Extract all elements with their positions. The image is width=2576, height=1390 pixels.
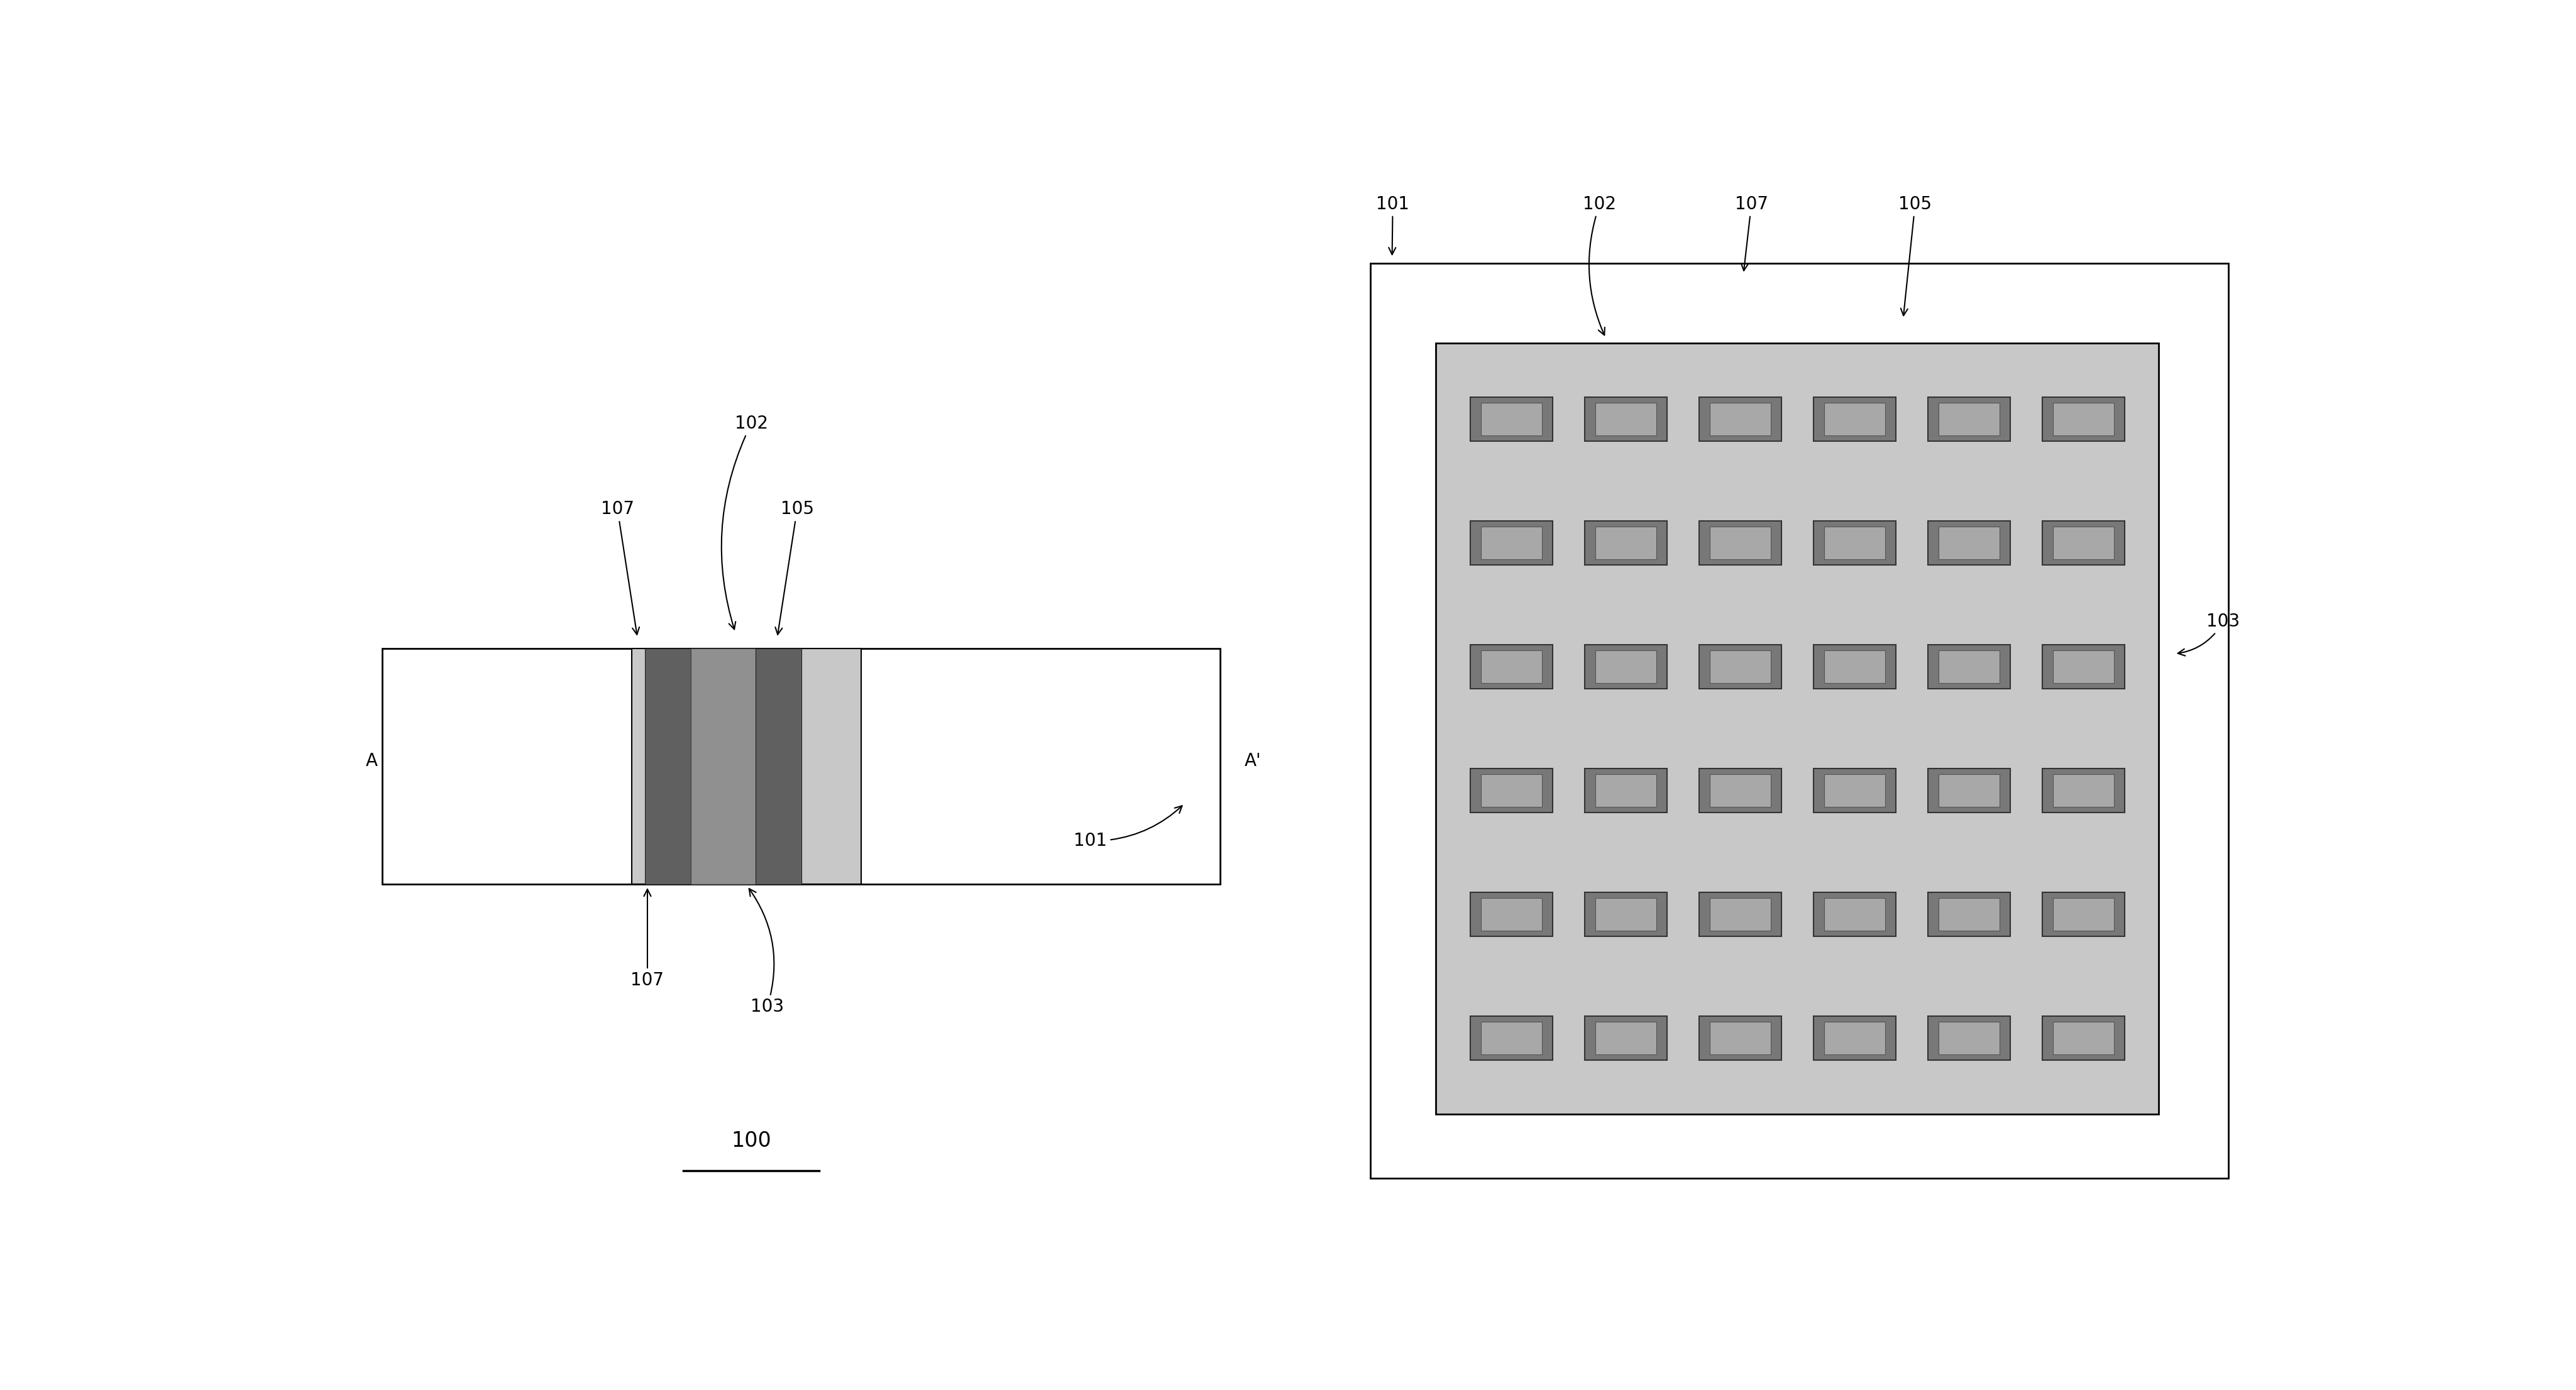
Bar [2053, 403, 2115, 435]
Bar [1814, 645, 1896, 689]
Text: 101: 101 [1376, 196, 1409, 254]
Bar [1927, 1016, 2009, 1061]
Bar [1481, 651, 1543, 682]
Bar [1824, 651, 1886, 682]
Bar [1584, 892, 1667, 937]
Bar [1700, 521, 1783, 566]
Bar [1481, 774, 1543, 808]
Bar [1824, 898, 1886, 931]
Text: 107: 107 [600, 500, 639, 635]
Bar [1710, 527, 1770, 559]
Text: 107: 107 [1734, 196, 1767, 271]
Bar [1700, 769, 1783, 813]
Bar [1700, 398, 1783, 441]
Text: A': A' [1244, 752, 1262, 770]
Text: 103: 103 [750, 888, 783, 1016]
Bar [1824, 403, 1886, 435]
Bar [1814, 892, 1896, 937]
Bar [1481, 898, 1543, 931]
Bar [1824, 1022, 1886, 1055]
Bar [1595, 774, 1656, 808]
Bar [1940, 527, 1999, 559]
Bar [2043, 1016, 2125, 1061]
Bar [1471, 398, 1553, 441]
Text: 100: 100 [732, 1130, 770, 1151]
Bar [1481, 403, 1543, 435]
Bar [1814, 769, 1896, 813]
Bar [1824, 527, 1886, 559]
Text: 107: 107 [631, 890, 665, 990]
Bar [2043, 769, 2125, 813]
Bar [1927, 398, 2009, 441]
Bar [2053, 651, 2115, 682]
Bar [2053, 1022, 2115, 1055]
Bar [644, 648, 690, 884]
Bar [1370, 263, 2228, 1179]
Bar [1595, 1022, 1656, 1055]
Bar [381, 648, 1221, 884]
Bar [1700, 1016, 1783, 1061]
Text: 105: 105 [775, 500, 814, 635]
Bar [1584, 1016, 1667, 1061]
Bar [1940, 403, 1999, 435]
Bar [1435, 343, 2159, 1113]
Bar [2053, 527, 2115, 559]
Bar [1700, 892, 1783, 937]
Text: 103: 103 [2177, 613, 2241, 656]
Bar [2043, 645, 2125, 689]
Bar [1595, 898, 1656, 931]
Bar [1710, 651, 1770, 682]
Bar [1700, 645, 1783, 689]
Bar [1927, 892, 2009, 937]
Bar [1814, 1016, 1896, 1061]
Bar [1940, 651, 1999, 682]
Bar [631, 648, 860, 884]
Bar [1584, 769, 1667, 813]
Bar [2043, 398, 2125, 441]
Bar [1710, 403, 1770, 435]
Bar [1595, 651, 1656, 682]
Bar [1940, 898, 1999, 931]
Bar [1584, 645, 1667, 689]
Bar [1710, 774, 1770, 808]
Bar [1927, 769, 2009, 813]
Bar [1824, 774, 1886, 808]
Bar [1471, 645, 1553, 689]
Bar [1471, 521, 1553, 566]
Bar [1481, 527, 1543, 559]
Bar [2043, 521, 2125, 566]
Bar [1481, 1022, 1543, 1055]
Bar [1471, 892, 1553, 937]
Bar [1940, 774, 1999, 808]
Bar [1927, 645, 2009, 689]
Text: A: A [366, 752, 379, 770]
Bar [1710, 898, 1770, 931]
Text: 101: 101 [1074, 806, 1182, 849]
Bar [2043, 892, 2125, 937]
Bar [690, 648, 755, 884]
Bar [2053, 898, 2115, 931]
Text: 102: 102 [721, 414, 768, 630]
Bar [1471, 1016, 1553, 1061]
Bar [1584, 521, 1667, 566]
Text: 105: 105 [1899, 196, 1932, 316]
Bar [1595, 403, 1656, 435]
Bar [1584, 398, 1667, 441]
Bar [755, 648, 801, 884]
Text: 102: 102 [1584, 196, 1615, 335]
Bar [2053, 774, 2115, 808]
Bar [1814, 398, 1896, 441]
Bar [1927, 521, 2009, 566]
Bar [1814, 521, 1896, 566]
Bar [1595, 527, 1656, 559]
Bar [1940, 1022, 1999, 1055]
Bar [1710, 1022, 1770, 1055]
Bar [1471, 769, 1553, 813]
